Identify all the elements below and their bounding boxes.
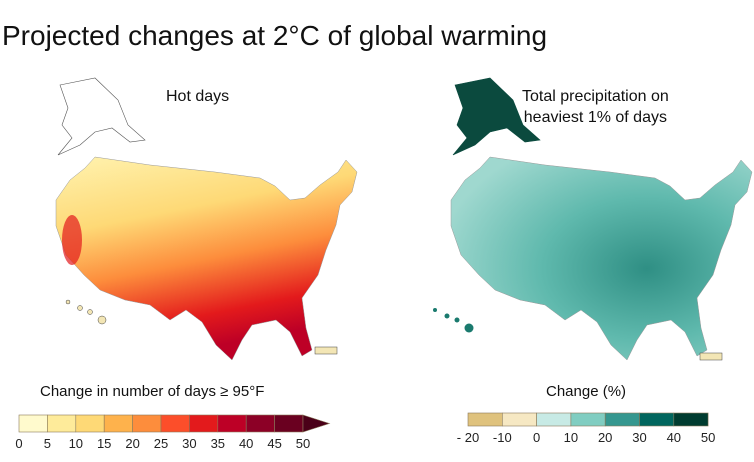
hot-days-legend-label: Change in number of days ≥ 95°F <box>40 383 265 400</box>
precipitation-colorbar-bin <box>639 412 675 427</box>
precipitation-map-title: Total precipitation on heaviest 1% of da… <box>522 86 669 128</box>
colorbar-tick-label: - 20 <box>456 430 480 445</box>
precipitation-colorbar-bin <box>536 412 572 427</box>
colorbar-tick-label: 50 <box>295 436 311 451</box>
colorbar-tick-label: 10 <box>563 430 579 445</box>
precipitation-colorbar-bin <box>467 412 503 427</box>
hot-days-southwest-hotspot <box>62 215 82 265</box>
colorbar-tick-label: 20 <box>125 436 140 451</box>
precipitation-colorbar-bin <box>570 412 606 427</box>
hot-days-colorbar-bin <box>189 414 219 433</box>
hot-days-colorbar <box>18 414 331 433</box>
hot-days-colorbar-bin <box>18 414 48 433</box>
colorbar-tick-label: 50 <box>700 430 716 445</box>
colorbar-tick-label: 20 <box>597 430 613 445</box>
hot-days-alaska <box>57 77 146 156</box>
colorbar-tick-label: -10 <box>492 430 512 445</box>
hot-days-colorbar-bin <box>245 414 275 433</box>
precipitation-colorbar-bin <box>673 412 709 427</box>
precipitation-title-line-2: heaviest 1% of days <box>523 109 667 126</box>
colorbar-tick-label: 40 <box>238 436 254 451</box>
colorbar-tick-label: 0 <box>532 430 541 445</box>
hot-days-hawaii <box>65 299 107 325</box>
colorbar-tick-label: 10 <box>68 436 84 451</box>
hot-days-colorbar-bin <box>132 414 162 433</box>
hot-days-colorbar-bin <box>217 414 247 433</box>
colorbar-tick-label: 25 <box>153 436 169 451</box>
precipitation-title-line-1: Total precipitation on <box>522 88 669 105</box>
hot-days-us-map <box>55 156 358 361</box>
colorbar-tick-label: 15 <box>96 436 112 451</box>
colorbar-tick-label: 45 <box>267 436 282 451</box>
hot-days-colorbar-bin <box>103 414 133 433</box>
colorbar-tick-label: 0 <box>15 436 23 451</box>
hot-days-puerto-rico <box>314 346 338 355</box>
colorbar-tick-label: 5 <box>43 436 52 451</box>
precipitation-colorbar-bin <box>501 412 537 427</box>
colorbar-tick-label: 30 <box>182 436 197 451</box>
hot-days-colorbar-bin <box>47 414 77 433</box>
colorbar-tick-label: 40 <box>666 430 682 445</box>
hot-days-map-title: Hot days <box>166 88 230 105</box>
figure-title: Projected changes at 2°C of global warmi… <box>2 20 548 51</box>
precipitation-colorbar-bin <box>604 412 640 427</box>
precipitation-hawaii <box>433 308 474 333</box>
colorbar-tick-label: 35 <box>210 436 226 451</box>
hot-days-colorbar-bin <box>160 414 190 433</box>
precipitation-alaska <box>452 77 541 156</box>
precipitation-us-map <box>450 156 753 361</box>
hot-days-colorbar-bin <box>75 414 105 433</box>
precipitation-puerto-rico <box>699 352 723 361</box>
colorbar-tick-label: 30 <box>632 430 647 445</box>
hot-days-colorbar-bin <box>274 414 304 433</box>
precipitation-legend-label: Change (%) <box>546 383 627 400</box>
hot-days-colorbar-bin <box>302 414 331 433</box>
precipitation-colorbar <box>467 412 709 427</box>
